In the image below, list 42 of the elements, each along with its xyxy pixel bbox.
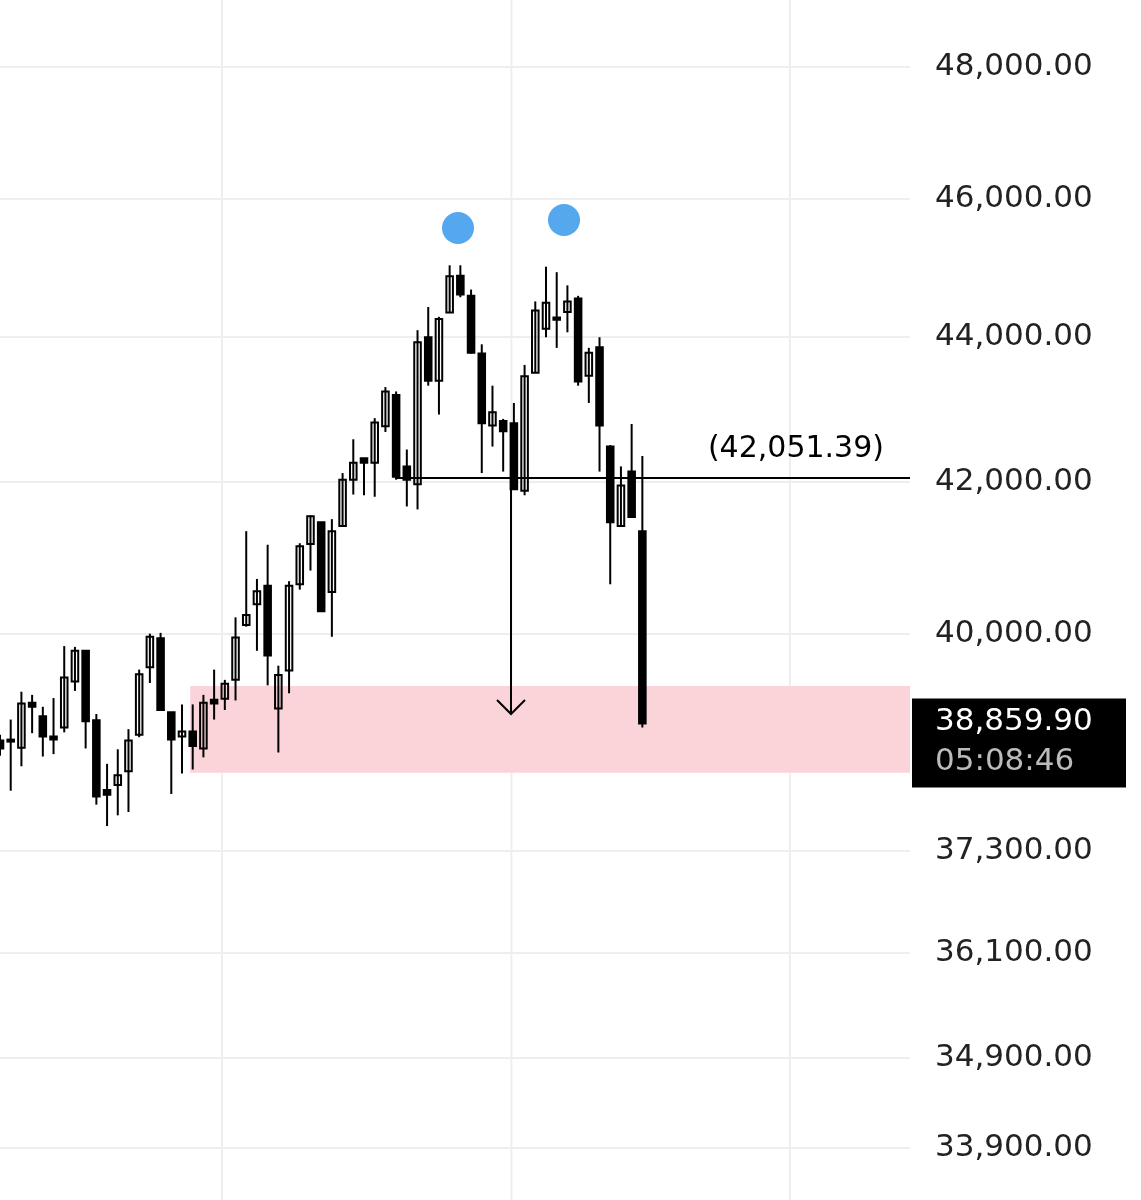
candlestick <box>199 693 208 759</box>
candlestick <box>177 703 187 775</box>
y-tick-label: 37,300.00 <box>935 830 1093 867</box>
candlestick <box>306 514 315 572</box>
candlestick <box>145 632 155 685</box>
candlestick <box>134 668 144 739</box>
candlestick <box>113 748 123 817</box>
candlestick <box>6 718 15 792</box>
candlestick <box>488 384 497 448</box>
candlestick <box>252 577 262 652</box>
candlestick <box>220 678 230 711</box>
candlestick <box>17 690 26 768</box>
candlestick <box>445 264 454 314</box>
candlestick <box>284 580 294 695</box>
y-tick-label: 46,000.00 <box>935 178 1093 215</box>
y-tick-label: 48,000.00 <box>935 45 1093 82</box>
candlestick <box>231 616 240 702</box>
candlestick <box>124 728 133 814</box>
y-tick-label: 40,000.00 <box>935 612 1093 649</box>
candlestick <box>434 315 444 416</box>
y-tick-label: 44,000.00 <box>935 316 1093 353</box>
candlestick <box>59 645 69 734</box>
candlestick <box>70 645 80 692</box>
candlestick <box>327 518 337 638</box>
candlestick <box>295 542 305 591</box>
y-tick-label: 33,900.00 <box>935 1127 1093 1164</box>
candlestick <box>381 386 390 433</box>
candlestick <box>338 472 347 527</box>
text: 38,859.90 <box>935 700 1093 737</box>
y-tick-label: 42,000.00 <box>935 460 1093 497</box>
candlestick <box>274 664 283 754</box>
candlestick <box>563 284 572 334</box>
ref-line-label: (42,051.39) <box>707 428 884 464</box>
candlestick <box>541 265 551 339</box>
candlestick <box>370 417 379 498</box>
candlestick <box>531 300 540 374</box>
candlestick <box>349 438 358 496</box>
text: 05:08:46 <box>935 740 1075 777</box>
candlestick <box>584 346 594 404</box>
y-tick-label: 34,900.00 <box>935 1036 1093 1073</box>
y-tick-label: 36,100.00 <box>935 931 1093 968</box>
candlestick <box>241 530 251 628</box>
